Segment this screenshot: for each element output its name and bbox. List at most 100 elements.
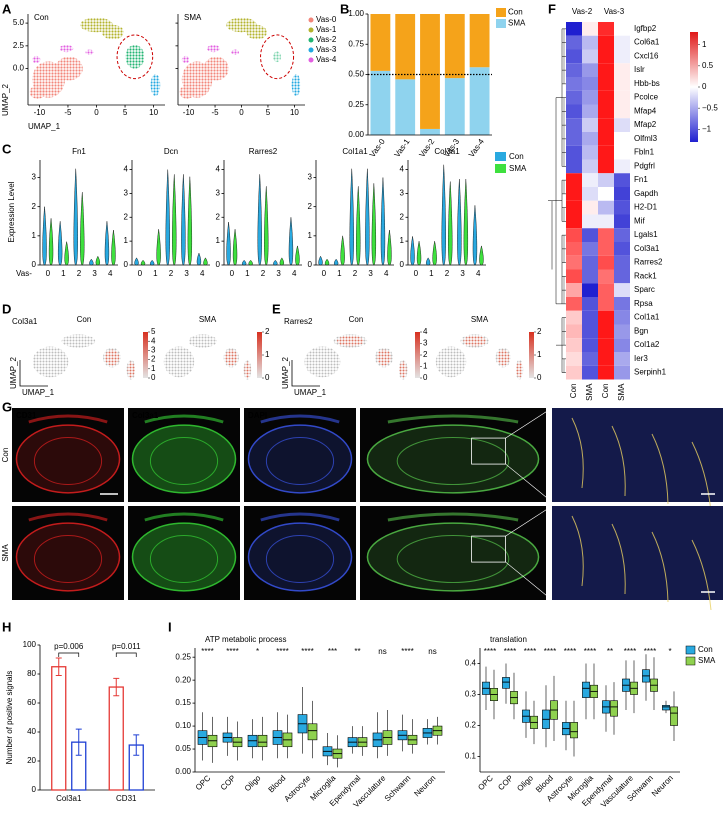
violin <box>80 192 85 266</box>
y-tick-label: 3 <box>400 189 405 198</box>
legend-swatch <box>685 656 696 666</box>
heatmap-cell <box>582 214 598 229</box>
legend-label: Con <box>508 8 523 17</box>
micrograph <box>128 506 240 600</box>
y-tick-label: 2 <box>308 202 313 211</box>
highlight-circle <box>116 34 154 80</box>
box <box>570 722 578 739</box>
significance: **** <box>226 647 238 656</box>
micrograph <box>128 408 240 502</box>
gene-title: Fn1 <box>72 147 86 156</box>
micrograph <box>12 408 124 502</box>
heatmap-cell <box>582 242 598 256</box>
x-tick-label: 3 <box>368 269 373 278</box>
x-tick-label: Schwann <box>383 774 413 804</box>
channel-label: DAPI <box>248 411 267 420</box>
y-axis-label: UMAP_2 <box>281 356 290 389</box>
y-tick-label: 0.20 <box>175 675 191 684</box>
x-tick-label: 1 <box>245 269 250 278</box>
heatmap-cell <box>598 173 614 187</box>
row-label: Col3a1 <box>634 244 660 253</box>
row-label: Igfbp2 <box>634 24 657 33</box>
colorbar-label: 4 <box>151 336 156 345</box>
heatmap-cell <box>582 173 598 187</box>
x-tick-label: 1 <box>429 269 434 278</box>
x-axis-label: Vas- <box>16 269 32 278</box>
zoom-box <box>471 535 507 563</box>
heatmap-cell <box>614 173 630 187</box>
y-tick-label: 4 <box>124 165 129 174</box>
heatmap-cell <box>582 228 598 242</box>
y-tick-label: 3 <box>32 173 37 182</box>
tissue-top <box>144 512 224 522</box>
violin <box>248 259 253 266</box>
channel-label: CD31 <box>16 411 37 420</box>
p-value: p=0.011 <box>112 642 141 651</box>
legend-swatch <box>308 37 314 43</box>
legend-label: Vas-3 <box>316 45 337 54</box>
colorbar-label: 3 <box>423 339 428 348</box>
violin <box>242 259 247 266</box>
heatmap-cell <box>598 118 614 132</box>
cells <box>435 346 467 378</box>
column-label: Con <box>569 384 578 399</box>
x-tick-label: 3 <box>276 269 281 278</box>
heatmap-cell <box>598 352 614 366</box>
significance: **** <box>504 647 516 656</box>
heatmap-cell <box>582 22 598 36</box>
x-tick-label: Neuron <box>412 774 437 799</box>
violin <box>232 229 238 266</box>
significance: **** <box>201 647 213 656</box>
x-tick-label: 2 <box>77 269 82 278</box>
x-tick-label: Astrocyte <box>282 773 312 803</box>
violin <box>42 206 47 266</box>
zoom-line <box>505 463 553 503</box>
gene-title: Col1a1 <box>342 147 368 156</box>
y-tick-label: 0 <box>32 785 37 794</box>
legend-swatch <box>496 8 506 17</box>
y-tick-label: 0.75 <box>348 39 364 48</box>
umap-cells <box>32 55 41 64</box>
x-axis-label: UMAP_1 <box>294 388 327 397</box>
box <box>582 681 590 698</box>
violin <box>226 222 231 266</box>
heatmap-cell <box>582 365 598 380</box>
heatmap-cell <box>582 77 598 91</box>
y-tick-label: 5.0 <box>13 18 25 27</box>
bar <box>469 67 490 135</box>
heatmap-cell <box>598 145 614 160</box>
violin <box>334 258 339 266</box>
zoom-line <box>505 505 553 537</box>
row-label: Col6a1 <box>634 38 660 47</box>
tissue-inner <box>149 535 219 583</box>
bar <box>420 14 440 129</box>
colorbar-label: 1 <box>265 350 270 359</box>
heatmap-cell <box>566 49 582 64</box>
heatmap-cell <box>566 187 582 201</box>
row-label: Gapdh <box>634 189 658 198</box>
violin <box>349 168 354 266</box>
heatmap-cell <box>598 35 614 50</box>
colorbar-label: 1 <box>537 350 542 359</box>
panel-label: F <box>548 1 556 16</box>
heatmap-cell <box>582 90 598 105</box>
legend-label: Vas-1 <box>316 25 337 34</box>
legend-swatch <box>308 27 314 33</box>
colorbar-label: 1 <box>151 364 156 373</box>
heatmap-cell <box>598 228 614 242</box>
violin <box>104 221 110 266</box>
heatmap-cell <box>566 63 582 77</box>
y-tick-label: 4 <box>400 165 405 174</box>
colorbar-label: 2 <box>151 355 156 364</box>
error-bar <box>55 657 62 676</box>
x-tick-label: 5 <box>266 108 271 117</box>
expressing-cells <box>497 349 510 366</box>
tissue <box>131 424 237 494</box>
zoom-box <box>471 437 507 465</box>
micrograph <box>244 408 356 502</box>
heatmap-cell <box>598 324 614 339</box>
cells <box>188 334 217 348</box>
legend-label: SMA <box>509 164 527 173</box>
tissue-inner <box>396 437 510 485</box>
